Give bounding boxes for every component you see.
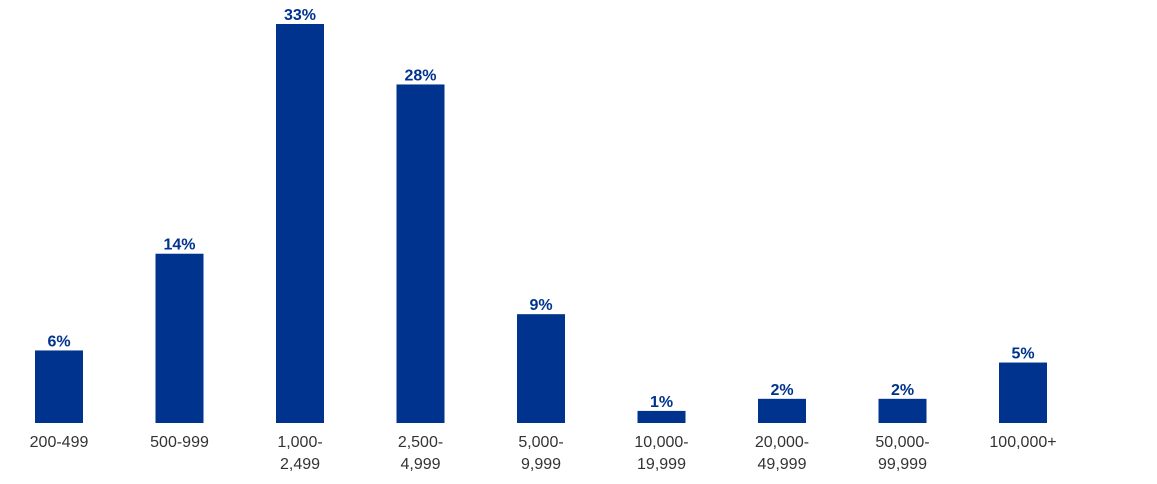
category-label-line: 10,000-	[634, 434, 688, 451]
category-label: 500-999	[150, 434, 209, 451]
bar-value-label: 1%	[650, 394, 673, 411]
bar-value-label: 5%	[1011, 346, 1034, 363]
category-label-line: 200-499	[30, 434, 89, 451]
category-label-line: 1,000-	[277, 434, 322, 451]
category-label-line: 20,000-	[755, 434, 809, 451]
bar	[276, 24, 324, 423]
bar	[878, 398, 927, 423]
bar	[155, 253, 204, 423]
category-label-line: 19,999	[637, 456, 686, 473]
category-label: 100,000+	[989, 434, 1056, 451]
category-label: 1,000- 2,499	[277, 434, 322, 473]
category-labels-group: 200-499 500-999 1,000- 2,499 2,500- 4,999 5,00…	[30, 434, 1057, 473]
category-label: 5,000- 9,999	[518, 434, 563, 473]
category-label-line: 4,999	[400, 456, 440, 473]
category-label-line: 50,000-	[875, 434, 929, 451]
bar	[637, 410, 686, 423]
bar	[517, 314, 565, 423]
bar	[999, 362, 1047, 423]
bar-value-label: 33%	[284, 7, 316, 24]
value-labels-group: 6% 14% 33% 28% 9% 1% 2% 2% 5%	[47, 7, 1034, 411]
bars-group	[35, 24, 1047, 424]
category-label: 200-499	[30, 434, 89, 451]
category-label-line: 99,999	[878, 456, 927, 473]
category-label: 50,000- 99,999	[875, 434, 929, 473]
bar-value-label: 6%	[47, 333, 70, 350]
category-label: 10,000- 19,999	[634, 434, 688, 473]
bar-value-label: 14%	[163, 237, 195, 254]
category-label-line: 5,000-	[518, 434, 563, 451]
bar	[396, 84, 445, 424]
category-label-line: 100,000+	[989, 434, 1056, 451]
bar	[35, 350, 83, 423]
bar	[758, 398, 806, 423]
category-label: 20,000- 49,999	[755, 434, 809, 473]
bar-value-label: 2%	[770, 382, 793, 399]
bar-value-label: 9%	[529, 297, 552, 314]
category-label: 2,500- 4,999	[398, 434, 443, 473]
category-label-line: 2,499	[280, 456, 320, 473]
category-label-line: 49,999	[758, 456, 807, 473]
bar-value-label: 28%	[404, 67, 436, 84]
category-label-line: 9,999	[521, 456, 561, 473]
bar-value-label: 2%	[891, 382, 914, 399]
category-label-line: 500-999	[150, 434, 209, 451]
category-label-line: 2,500-	[398, 434, 443, 451]
